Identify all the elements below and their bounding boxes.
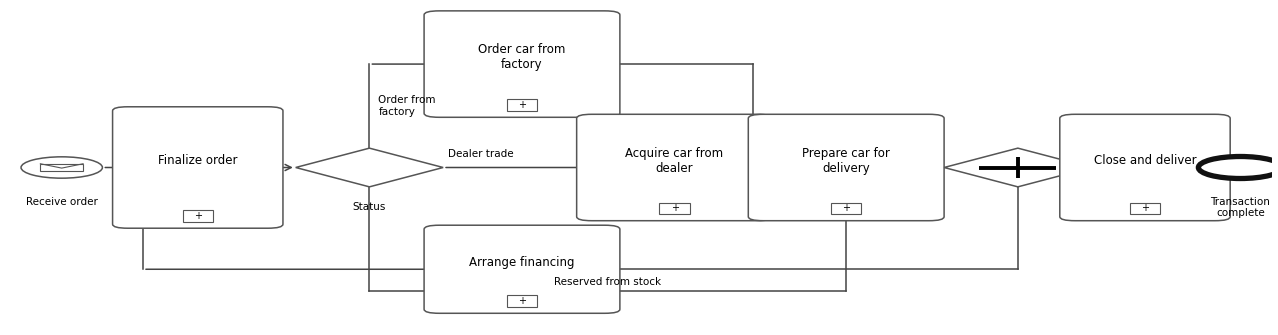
- Text: Dealer trade: Dealer trade: [449, 149, 514, 159]
- Text: Order from
factory: Order from factory: [378, 95, 436, 117]
- Circle shape: [20, 157, 102, 178]
- Text: Receive order: Receive order: [26, 197, 97, 206]
- Circle shape: [1199, 156, 1278, 179]
- FancyBboxPatch shape: [659, 203, 690, 214]
- FancyBboxPatch shape: [1130, 203, 1160, 214]
- Text: Arrange financing: Arrange financing: [469, 256, 575, 269]
- Text: Order car from
factory: Order car from factory: [478, 44, 566, 71]
- FancyBboxPatch shape: [576, 114, 772, 221]
- Text: Prepare car for
delivery: Prepare car for delivery: [803, 147, 891, 175]
- FancyBboxPatch shape: [112, 107, 282, 228]
- Text: Transaction
complete: Transaction complete: [1210, 197, 1270, 218]
- FancyBboxPatch shape: [506, 99, 537, 111]
- Text: Close and deliver: Close and deliver: [1094, 154, 1196, 167]
- Bar: [41, 164, 83, 171]
- Polygon shape: [944, 148, 1091, 187]
- FancyBboxPatch shape: [1059, 114, 1231, 221]
- Text: Status: Status: [353, 202, 386, 212]
- FancyBboxPatch shape: [749, 114, 944, 221]
- Text: Acquire car from
dealer: Acquire car from dealer: [625, 147, 723, 175]
- Polygon shape: [295, 148, 443, 187]
- FancyBboxPatch shape: [831, 203, 861, 214]
- Text: Finalize order: Finalize order: [158, 154, 238, 167]
- Text: Reserved from stock: Reserved from stock: [555, 277, 662, 287]
- Text: +: +: [518, 296, 527, 306]
- FancyBboxPatch shape: [424, 11, 620, 117]
- Text: +: +: [1141, 203, 1149, 213]
- Text: +: +: [842, 203, 850, 213]
- FancyBboxPatch shape: [183, 210, 213, 221]
- FancyBboxPatch shape: [506, 295, 537, 307]
- FancyBboxPatch shape: [424, 225, 620, 313]
- Text: +: +: [518, 100, 527, 110]
- Text: +: +: [671, 203, 679, 213]
- Text: +: +: [194, 211, 202, 221]
